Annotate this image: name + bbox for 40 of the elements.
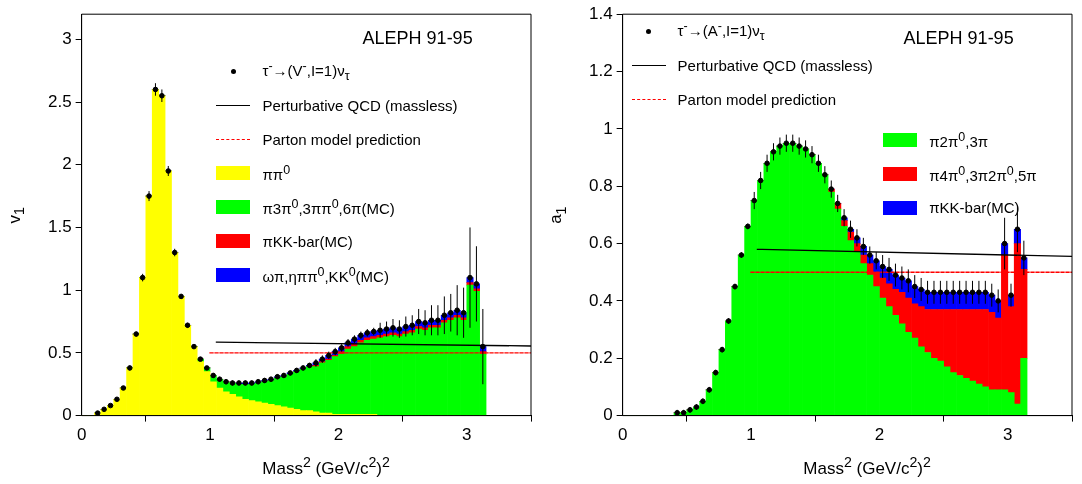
y-tick-label: 0.8 (588, 175, 613, 195)
annotation: ALEPH 91-95 (903, 28, 1014, 50)
y-tick-label: 0.6 (588, 233, 613, 253)
legend-label: π3π$^{0}$,3ππ$^{0}$,6π(MC) (262, 197, 395, 218)
y-tick-label: 0 (62, 405, 72, 425)
legend-label: τ$^{-}$→(V$^{-}$,I=1)ν$_{τ}$ (262, 59, 350, 84)
y-tick-label: 2 (62, 154, 72, 174)
annotation: ALEPH 91-95 (362, 28, 473, 50)
x-tick-label: 0 (617, 425, 628, 445)
x-tick-label: 2 (874, 425, 885, 445)
legend-label: ωπ,ηππ$^{0}$,KK$^{0}$(MC) (262, 265, 389, 286)
legend-label: τ$^{-}$→(A$^{-}$,I=1)ν$_{τ}$ (677, 19, 765, 44)
y-tick-label: 0 (603, 405, 613, 425)
y-tick-label: 0.5 (47, 342, 72, 362)
y-tick-label: 0.2 (588, 347, 613, 367)
x-tick-label: 3 (462, 425, 472, 445)
y-tick-label: 1.2 (588, 61, 613, 81)
x-tick-label: 1 (746, 425, 756, 445)
legend-label: π4π$^{0}$,3π2π$^{0}$,5π (929, 163, 1037, 184)
legend-label: π2π$^{0}$,3π (929, 129, 989, 150)
y-tick-label: 1 (62, 279, 72, 299)
y-tick-label: 0.4 (588, 290, 613, 310)
legend-label: Parton model prediction (262, 130, 421, 148)
x-tick-label: 0 (76, 425, 87, 445)
x-tick-label: 3 (1003, 425, 1013, 445)
y-tick-label: 1 (603, 118, 613, 138)
x-axis-title: Mass$^{2}$ (GeV/c$^{2}$)$^{2}$ (262, 454, 390, 479)
legend-label: πKK-bar(MC) (929, 199, 1020, 217)
x-tick-label: 2 (333, 425, 344, 445)
legend-label: Parton model prediction (677, 90, 837, 108)
x-axis-title: Mass$^{2}$ (GeV/c$^{2}$)$^{2}$ (803, 454, 931, 479)
y-tick-label: 1.5 (47, 217, 72, 237)
y-tick-label: 1.4 (588, 3, 613, 23)
legend-label: Perturbative QCD (massless) (262, 96, 458, 114)
x-tick-label: 1 (205, 425, 215, 445)
legend-label: πKK-bar(MC) (262, 232, 353, 250)
y-tick-label: 2.5 (47, 91, 72, 111)
legend-label: Perturbative QCD (massless) (677, 56, 873, 74)
legend-label: ππ$^{0}$ (262, 163, 291, 184)
y-tick-label: 3 (62, 28, 72, 48)
